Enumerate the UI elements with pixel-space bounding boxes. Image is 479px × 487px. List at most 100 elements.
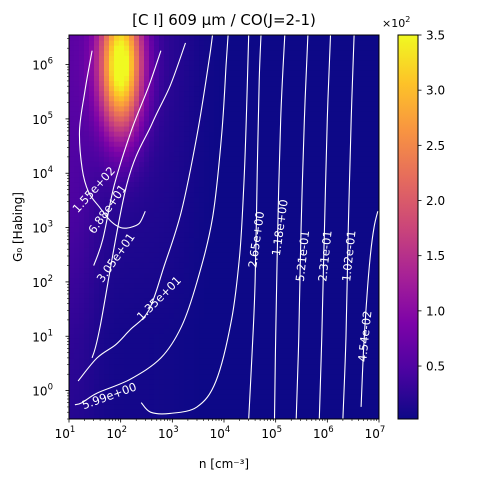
heatmap-cell bbox=[74, 262, 80, 269]
heatmap-cell bbox=[209, 176, 215, 183]
heatmap-cell bbox=[224, 221, 230, 228]
heatmap-cell bbox=[244, 277, 250, 284]
heatmap-cell bbox=[99, 181, 105, 188]
heatmap-cell bbox=[124, 161, 130, 167]
heatmap-cell bbox=[169, 307, 175, 314]
heatmap-cell bbox=[209, 45, 215, 51]
heatmap-cell bbox=[124, 413, 130, 419]
heatmap-cell bbox=[239, 206, 245, 213]
heatmap-cell bbox=[119, 191, 125, 198]
heatmap-cell bbox=[369, 232, 375, 238]
heatmap-cell bbox=[159, 232, 165, 238]
heatmap-cell bbox=[169, 201, 175, 208]
heatmap-cell bbox=[209, 55, 215, 61]
heatmap-cell bbox=[224, 75, 230, 82]
heatmap-cell bbox=[199, 413, 205, 419]
heatmap-cell bbox=[279, 206, 285, 213]
heatmap-cell bbox=[84, 323, 90, 329]
heatmap-cell bbox=[239, 50, 245, 56]
heatmap-cell bbox=[284, 292, 290, 299]
heatmap-cell bbox=[224, 328, 230, 334]
heatmap-cell bbox=[229, 262, 235, 269]
heatmap-cell bbox=[124, 247, 130, 253]
heatmap-cell bbox=[239, 242, 245, 248]
heatmap-cell bbox=[289, 50, 295, 56]
heatmap-cell bbox=[84, 328, 90, 334]
heatmap-cell bbox=[164, 297, 170, 304]
heatmap-cell bbox=[319, 181, 325, 188]
heatmap-cell bbox=[154, 65, 160, 71]
heatmap-cell bbox=[354, 166, 360, 173]
heatmap-cell bbox=[289, 302, 295, 309]
heatmap-cell bbox=[199, 388, 205, 395]
heatmap-cell bbox=[234, 201, 240, 208]
heatmap-cell bbox=[369, 323, 375, 329]
heatmap-cell bbox=[109, 282, 115, 289]
heatmap-cell bbox=[314, 328, 320, 334]
heatmap-cell bbox=[114, 257, 120, 263]
heatmap-cell bbox=[114, 328, 120, 334]
heatmap-cell bbox=[94, 413, 100, 419]
heatmap-cell bbox=[79, 312, 85, 319]
heatmap-cell bbox=[104, 292, 110, 299]
heatmap-cell bbox=[209, 343, 215, 349]
heatmap-cell bbox=[169, 120, 175, 127]
heatmap-cell bbox=[149, 80, 155, 87]
heatmap-cell bbox=[274, 65, 280, 71]
heatmap-cell bbox=[114, 287, 120, 294]
heatmap-cell bbox=[214, 272, 220, 279]
heatmap-cell bbox=[204, 287, 210, 294]
heatmap-cell bbox=[254, 393, 260, 400]
heatmap-cell bbox=[244, 45, 250, 51]
heatmap-cell bbox=[74, 358, 80, 365]
heatmap-cell bbox=[359, 227, 365, 233]
heatmap-cell bbox=[229, 216, 235, 223]
heatmap-cell bbox=[284, 80, 290, 87]
heatmap-cell bbox=[179, 186, 185, 193]
heatmap-cell bbox=[139, 176, 145, 183]
heatmap-cell bbox=[359, 323, 365, 329]
heatmap-cell bbox=[124, 45, 130, 51]
heatmap-cell bbox=[229, 227, 235, 233]
heatmap-cell bbox=[374, 302, 379, 309]
heatmap-cell bbox=[249, 201, 255, 208]
heatmap-cell bbox=[204, 373, 210, 380]
heatmap-cell bbox=[124, 368, 130, 375]
heatmap-cell bbox=[124, 333, 130, 339]
heatmap-cell bbox=[234, 181, 240, 188]
heatmap-cell bbox=[144, 90, 150, 97]
heatmap-cell bbox=[344, 176, 350, 183]
heatmap-cell bbox=[129, 206, 135, 213]
heatmap-cell bbox=[314, 141, 320, 147]
heatmap-cell bbox=[179, 267, 185, 274]
heatmap-cell bbox=[104, 125, 110, 132]
heatmap-cell bbox=[194, 343, 200, 349]
heatmap-cell bbox=[89, 131, 95, 137]
heatmap-cell bbox=[239, 252, 245, 258]
heatmap-cell bbox=[289, 65, 295, 71]
heatmap-cell bbox=[249, 55, 255, 61]
heatmap-cell bbox=[194, 196, 200, 203]
heatmap-cell bbox=[179, 227, 185, 233]
heatmap-cell bbox=[289, 95, 295, 102]
heatmap-cell bbox=[119, 80, 125, 87]
heatmap-cell bbox=[104, 191, 110, 198]
heatmap-cell bbox=[114, 292, 120, 299]
heatmap-cell bbox=[354, 232, 360, 238]
heatmap-cell bbox=[334, 358, 340, 365]
heatmap-cell bbox=[79, 333, 85, 339]
heatmap-cell bbox=[344, 70, 350, 77]
heatmap-cell bbox=[224, 277, 230, 284]
heatmap-cell bbox=[134, 353, 140, 359]
heatmap-cell bbox=[154, 282, 160, 289]
heatmap-cell bbox=[354, 115, 360, 122]
heatmap-cell bbox=[209, 151, 215, 157]
heatmap-cell bbox=[254, 95, 260, 102]
heatmap-cell bbox=[329, 211, 335, 218]
heatmap-cell bbox=[139, 60, 145, 66]
heatmap-cell bbox=[349, 35, 355, 41]
heatmap-cell bbox=[309, 166, 315, 173]
heatmap-cell bbox=[219, 110, 225, 117]
heatmap-cell bbox=[84, 383, 90, 390]
heatmap-cell bbox=[269, 363, 275, 370]
